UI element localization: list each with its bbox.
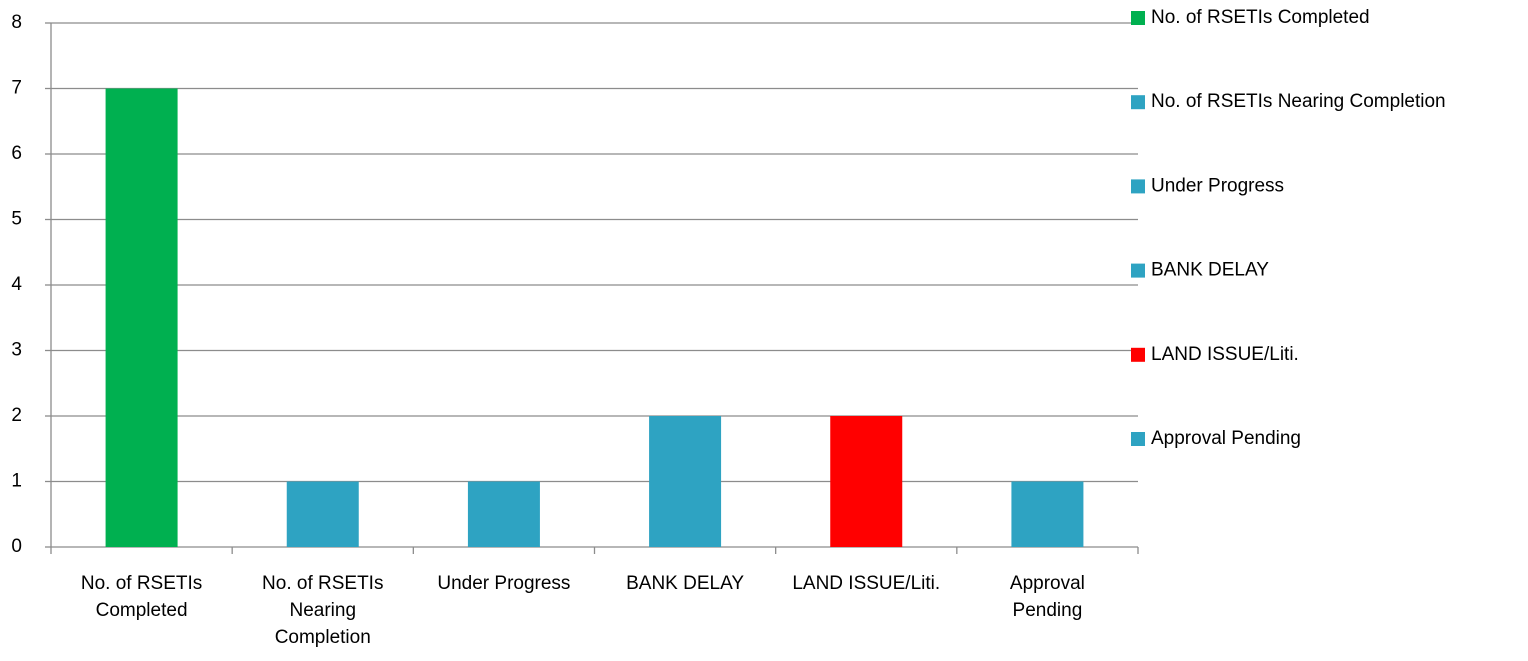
x-tick-label: No. of RSETIs Nearing Completion xyxy=(262,573,384,648)
x-tick-label: BANK DELAY xyxy=(626,573,745,594)
legend-label: Approval Pending xyxy=(1151,428,1301,449)
legend-swatch xyxy=(1131,95,1145,110)
y-tick-label: 5 xyxy=(11,209,22,230)
legend-swatch xyxy=(1131,11,1145,25)
y-tick-label: 3 xyxy=(11,340,22,361)
legend-label: Under Progress xyxy=(1151,175,1284,196)
legend-label: BANK DELAY xyxy=(1151,260,1269,281)
bar xyxy=(649,416,722,547)
bar xyxy=(830,416,903,547)
legend-label: LAND ISSUE/Liti. xyxy=(1151,344,1299,365)
x-tick-label: Under Progress xyxy=(437,573,571,594)
y-tick-label: 1 xyxy=(11,471,22,492)
y-tick-label: 0 xyxy=(11,536,22,557)
x-tick-label: Approval Pending xyxy=(1009,573,1085,621)
y-tick-label: 8 xyxy=(11,12,22,33)
legend-swatch xyxy=(1131,432,1145,446)
x-tick-label: No. of RSETIs Completed xyxy=(80,573,203,621)
bar xyxy=(1011,481,1084,547)
legend-swatch xyxy=(1131,179,1145,194)
x-tick-label: LAND ISSUE/Liti. xyxy=(792,573,941,594)
bar xyxy=(105,88,178,547)
y-tick-label: 4 xyxy=(11,274,22,295)
y-tick-label: 6 xyxy=(11,143,22,164)
bar xyxy=(286,481,359,547)
y-tick-label: 2 xyxy=(11,405,22,426)
legend-label: No. of RSETIs Nearing Completion xyxy=(1151,91,1446,112)
legend-label: No. of RSETIs Completed xyxy=(1151,7,1370,28)
y-tick-label: 7 xyxy=(11,78,22,99)
bar xyxy=(467,481,540,547)
legend-swatch xyxy=(1131,263,1145,278)
legend-swatch xyxy=(1131,347,1145,362)
